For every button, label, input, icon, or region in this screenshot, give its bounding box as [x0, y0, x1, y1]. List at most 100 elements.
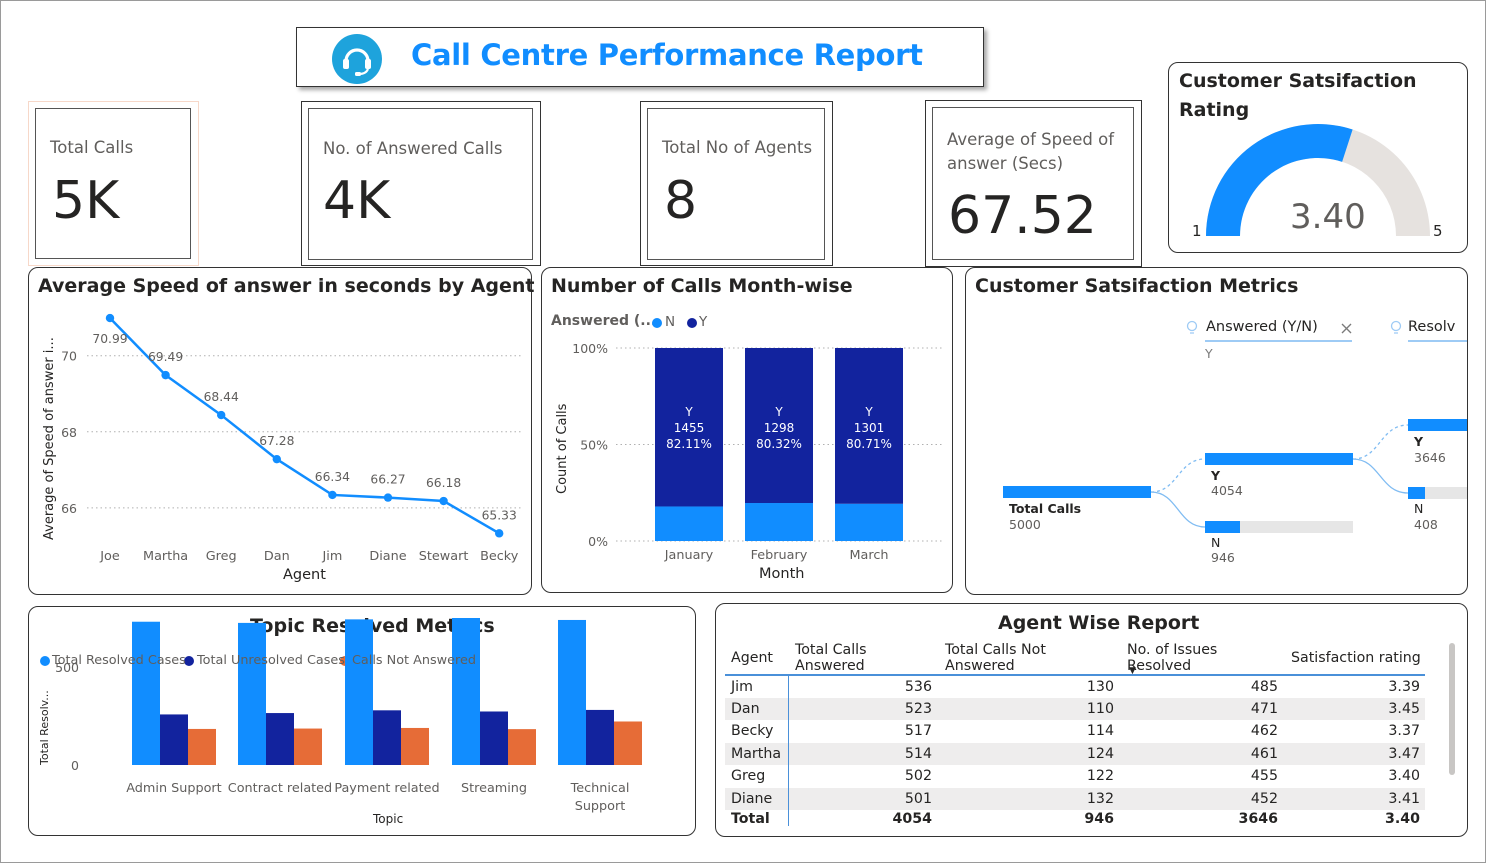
legend-not-answered-label[interactable]: Calls Not Answered: [352, 653, 476, 668]
node-rn-label: N: [1414, 501, 1424, 516]
agent-table-body: Jim 536 130 485 3.39 Dan 523 110 471 3.45 Becky 517…: [725, 675, 1425, 827]
agent-wise-report-card[interactable]: Agent Wise Report Agent Total Calls Answ…: [715, 603, 1468, 837]
col-answered[interactable]: Total Calls Answered: [795, 642, 867, 674]
kpi-speed-card[interactable]: Average of Speed of answer (Secs) 67.52: [925, 100, 1142, 267]
line-point: [439, 496, 448, 506]
agent-table-grid: Agent Total Calls Answered Total Calls N…: [725, 642, 1425, 827]
legend-dot-n: [652, 318, 662, 328]
line-chart-title: Average Speed of answer in seconds by Ag…: [38, 275, 535, 297]
speed-by-agent-card[interactable]: Average Speed of answer in seconds by Ag…: [28, 267, 535, 595]
line-point: [105, 313, 115, 323]
topic-x-tick-label: Payment related: [334, 781, 439, 796]
node-n-label: N: [1211, 535, 1221, 550]
cell-value: 462: [1250, 723, 1278, 740]
kpi-agents-card[interactable]: Total No of Agents 8: [640, 101, 833, 266]
cell-value: 523: [904, 700, 932, 717]
line-x-tick-label: Martha: [143, 549, 188, 564]
month-y-axis-title: Count of Calls: [555, 403, 570, 494]
line-data-label: 70.99: [92, 332, 127, 346]
lightbulb-icon: [1186, 320, 1198, 334]
month-bar-count-label: 1301: [854, 421, 885, 435]
cell-agent: Becky: [731, 723, 774, 740]
legend-resolved-label[interactable]: Total Resolved Cases: [52, 653, 186, 668]
legend-n-label[interactable]: N: [665, 314, 676, 330]
topic-x-axis-title: Topic: [373, 812, 404, 826]
col-resolved[interactable]: No. of Issues Resolved ▼: [1119, 642, 1283, 676]
line-point: [217, 410, 226, 420]
topic-bar: [132, 621, 160, 765]
line-x-tick-label: Joe: [99, 549, 120, 564]
col-rating[interactable]: Satisfaction rating: [1291, 650, 1421, 666]
filter1-label[interactable]: Answered (Y/N): [1206, 319, 1318, 335]
table-total-row[interactable]: Total 4054 946 3646 3.40: [725, 810, 1425, 827]
agent-table: Agent Total Calls Answered Total Calls N…: [725, 642, 1425, 827]
month-x-axis-title: Month: [759, 566, 805, 582]
satisfaction-gauge-card[interactable]: Customer Satsifaction Rating 3.40 1 5: [1168, 62, 1468, 253]
topic-bar: [614, 721, 642, 765]
line-y-axis-title: Average of Speed of answer i...: [42, 337, 57, 540]
topic-x-tick-label: Support: [575, 799, 626, 814]
month-bar-y: [835, 348, 903, 504]
node-y-value: 4054: [1211, 483, 1243, 498]
node-n-track: [1205, 521, 1353, 533]
legend-dot-unresolved: [184, 656, 194, 666]
kpi-agents-label: Total No of Agents: [662, 138, 813, 157]
kpi-speed-label-line1: Average of Speed of: [947, 130, 1115, 149]
topic-bar: [401, 727, 429, 765]
topic-bar: [294, 728, 322, 765]
connector-ry: [1352, 424, 1409, 460]
cell-value: 122: [1086, 768, 1114, 785]
close-icon: [1341, 323, 1352, 334]
month-y-tick-label: 100%: [572, 341, 608, 356]
legend-y-label[interactable]: Y: [699, 314, 708, 330]
col-not-answered[interactable]: Total Calls Not Answered: [945, 642, 1046, 674]
table-row[interactable]: Becky 517 114 462 3.37: [725, 720, 1425, 743]
table-row[interactable]: Diane 501 132 452 3.41: [725, 787, 1425, 810]
cell-value: 455: [1250, 768, 1278, 785]
cell-value: 3.37: [1388, 723, 1420, 740]
table-row[interactable]: Dan 523 110 471 3.45: [725, 697, 1425, 720]
month-chart: 0% 50% 100% Count of Calls Y 1455 82.11% Januar…: [555, 341, 942, 563]
month-legend-swatches: [652, 318, 697, 328]
month-x-tick-label: January: [664, 548, 714, 563]
sort-desc-icon[interactable]: ▼: [1129, 666, 1136, 676]
topic-bar: [238, 622, 266, 765]
month-bar-n: [835, 503, 903, 541]
month-bar-y: [745, 348, 813, 504]
kpi-answered-card[interactable]: No. of Answered Calls 4K: [301, 101, 541, 266]
table-scrollbar[interactable]: [1449, 643, 1455, 775]
legend-unresolved-label[interactable]: Total Unresolved Cases: [197, 653, 345, 668]
line-point: [383, 493, 393, 502]
col-agent[interactable]: Agent: [731, 650, 773, 666]
topic-bar: [266, 713, 294, 765]
connector-n: [1150, 491, 1206, 528]
node-y-label: Y: [1211, 468, 1221, 483]
line-point: [272, 454, 281, 464]
node-total-value: 5000: [1009, 517, 1041, 532]
month-chart-title: Number of Calls Month-wise: [551, 275, 853, 297]
filter2-label[interactable]: Resolv: [1408, 319, 1456, 335]
satisfaction-metrics-card[interactable]: Customer Satsifaction Metrics Answered (…: [965, 267, 1468, 595]
gauge-min: 1: [1192, 222, 1202, 240]
line-point: [328, 490, 337, 500]
line-data-label: 66.27: [370, 473, 405, 487]
cell-value: 114: [1086, 723, 1114, 740]
line-y-tick-label: 68: [61, 425, 77, 440]
calls-month-wise-card[interactable]: Number of Calls Month-wise Answered (...…: [541, 267, 953, 593]
kpi-agents-value: 8: [664, 171, 698, 231]
node-n-bar: [1205, 521, 1240, 533]
connector-rn: [1352, 458, 1409, 494]
table-row[interactable]: Martha 514 124 461 3.47: [725, 742, 1425, 765]
cell-value: 485: [1250, 678, 1278, 695]
month-bar-pct-label: 80.71%: [846, 437, 892, 451]
cell-agent: Dan: [731, 700, 760, 717]
cell-value: 3.40: [1384, 810, 1420, 827]
kpi-total-calls-card[interactable]: Total Calls 5K: [28, 101, 199, 266]
table-row[interactable]: Greg 502 122 455 3.40: [725, 765, 1425, 788]
cell-agent: Diane: [731, 790, 773, 807]
line-data-label: 66.18: [426, 476, 461, 490]
table-row[interactable]: Jim 536 130 485 3.39: [725, 675, 1425, 698]
legend-dot-resolved: [40, 656, 50, 666]
